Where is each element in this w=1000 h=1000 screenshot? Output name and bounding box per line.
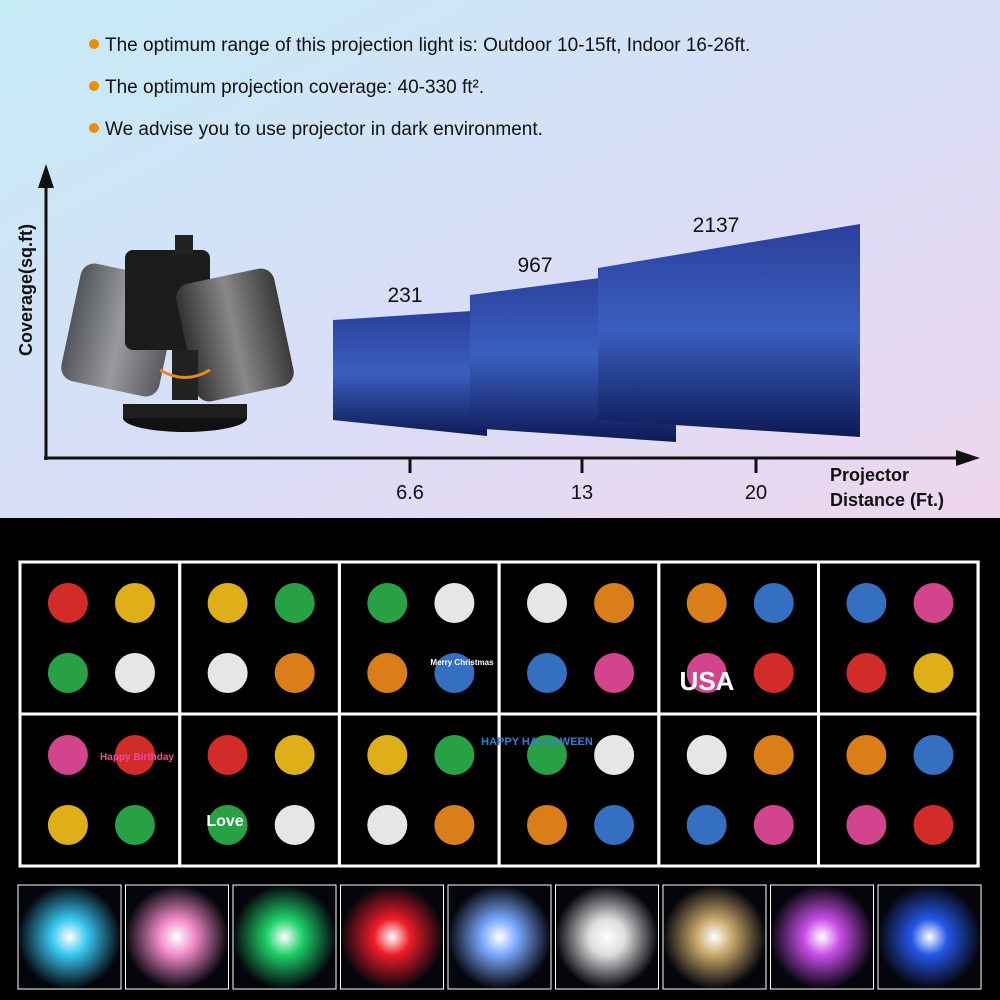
pattern-icon xyxy=(594,735,635,776)
coverage-label: 231 xyxy=(387,284,422,307)
pattern-icon xyxy=(753,735,794,776)
bullet-text: The optimum projection coverage: 40-330 … xyxy=(105,77,484,98)
projection-screen xyxy=(333,310,487,436)
pattern-icon xyxy=(913,804,954,845)
bullet-dot xyxy=(89,123,99,133)
pattern-text: Happy Birthday xyxy=(100,752,174,763)
pattern-icon xyxy=(686,652,727,693)
pattern-icon xyxy=(913,652,954,693)
pattern-icon xyxy=(913,583,954,624)
pattern-tile xyxy=(817,712,980,868)
pattern-icon xyxy=(114,652,155,693)
pattern-icon xyxy=(686,735,727,776)
x-axis-label: Projector Distance (Ft.) xyxy=(830,465,945,510)
pattern-icon xyxy=(846,735,887,776)
coverage-label: 967 xyxy=(517,254,552,277)
distance-label: 6.6 xyxy=(396,482,424,504)
pattern-icon xyxy=(274,804,315,845)
wave-tile xyxy=(17,884,122,990)
pattern-icon xyxy=(527,583,568,624)
wave-tile xyxy=(877,884,982,990)
distance-label: 13 xyxy=(571,482,593,504)
pattern-icon xyxy=(47,804,88,845)
pattern-icon xyxy=(846,652,887,693)
coverage-label: 2137 xyxy=(693,214,740,237)
wave-tile xyxy=(770,884,874,990)
pattern-icon xyxy=(274,652,315,693)
pattern-icon xyxy=(367,735,408,776)
pattern-icon xyxy=(594,652,635,693)
pattern-icon xyxy=(367,652,408,693)
pattern-text: HAPPY HALLOWEEN xyxy=(481,736,593,748)
pattern-icon xyxy=(47,583,88,624)
wave-tile xyxy=(232,884,337,990)
pattern-icon xyxy=(594,804,635,845)
wave-tile xyxy=(125,884,229,990)
pattern-icon xyxy=(527,735,568,776)
wave-tile xyxy=(447,884,552,990)
pattern-icon xyxy=(434,804,475,845)
wave-tile xyxy=(340,884,444,990)
pattern-icon xyxy=(207,652,248,693)
pattern-icon xyxy=(594,583,635,624)
pattern-icon xyxy=(274,583,315,624)
pattern-icon xyxy=(114,583,155,624)
pattern-icon xyxy=(527,804,568,845)
pattern-icon xyxy=(47,735,88,776)
projection-screen xyxy=(598,224,860,437)
pattern-icon xyxy=(207,735,248,776)
y-axis-label: Coverage(sq.ft) xyxy=(16,224,36,356)
pattern-text: USA xyxy=(680,666,735,696)
pattern-icon xyxy=(434,583,475,624)
wave-tile xyxy=(662,884,767,990)
bullet-dot xyxy=(89,81,99,91)
pattern-icon xyxy=(114,804,155,845)
bullet-dot xyxy=(89,39,99,49)
pattern-text: Merry Christmas xyxy=(430,658,494,667)
pattern-icon xyxy=(527,652,568,693)
y-arrow xyxy=(38,164,54,188)
pattern-icon xyxy=(367,583,408,624)
pattern-icon xyxy=(753,804,794,845)
distance-label: 20 xyxy=(745,482,767,504)
pattern-icon xyxy=(434,652,475,693)
pattern-icon xyxy=(846,804,887,845)
pattern-icon xyxy=(47,652,88,693)
pattern-icon xyxy=(846,583,887,624)
pattern-icon xyxy=(207,583,248,624)
projector-image xyxy=(61,235,294,432)
bullet-text: The optimum range of this projection lig… xyxy=(105,35,750,56)
bullet-text: We advise you to use projector in dark e… xyxy=(105,119,543,140)
pattern-icon xyxy=(274,735,315,776)
wave-tile xyxy=(555,884,659,990)
pattern-icon xyxy=(207,804,248,845)
x-arrow xyxy=(956,450,980,466)
pattern-icon xyxy=(434,735,475,776)
pattern-icon xyxy=(686,583,727,624)
pattern-icon xyxy=(114,735,155,776)
pattern-icon xyxy=(753,583,794,624)
pattern-icon xyxy=(753,652,794,693)
pattern-icon xyxy=(913,735,954,776)
pattern-icon xyxy=(686,804,727,845)
pattern-text: Love xyxy=(206,813,243,830)
pattern-icon xyxy=(367,804,408,845)
